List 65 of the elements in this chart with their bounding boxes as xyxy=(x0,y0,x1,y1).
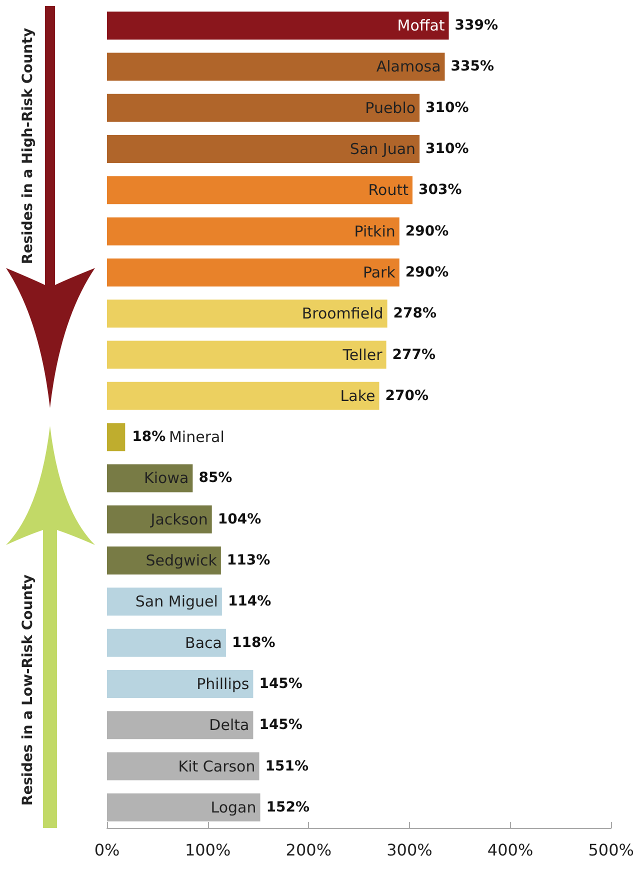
y-tick-label: Park xyxy=(362,263,396,282)
data-label: 277% xyxy=(392,346,436,363)
y-tick-label: Teller xyxy=(342,346,384,364)
y-tick-label: Broomfield xyxy=(302,304,384,323)
bar xyxy=(107,340,386,369)
bar xyxy=(107,135,420,164)
y-tick-label: Baca xyxy=(185,634,222,652)
bar xyxy=(107,300,388,328)
data-label: 113% xyxy=(226,552,270,569)
x-tick-label: 100% xyxy=(184,840,231,860)
bar xyxy=(107,52,445,81)
y-tick-label: Kiowa xyxy=(144,469,189,488)
bar xyxy=(107,711,254,740)
y-tick-label: San Juan xyxy=(350,140,416,158)
y-tick-label: Moffat xyxy=(397,16,445,35)
data-label: 278% xyxy=(393,306,437,322)
bar xyxy=(107,628,226,657)
data-label: 303% xyxy=(418,182,462,198)
data-label: 339% xyxy=(454,18,498,34)
data-label: 151% xyxy=(265,758,309,774)
bar xyxy=(107,12,449,40)
data-label: 104% xyxy=(218,511,262,528)
data-label: 18% xyxy=(132,429,166,446)
bar xyxy=(107,176,412,204)
bar xyxy=(107,505,212,534)
x-tick-label: 300% xyxy=(386,840,432,860)
y-tick-label: Pueblo xyxy=(365,98,416,117)
data-label: 145% xyxy=(259,676,302,692)
data-label: 270% xyxy=(385,388,428,404)
x-tick-label: 200% xyxy=(286,840,332,860)
bar xyxy=(107,94,420,122)
y-tick-label: Sedgwick xyxy=(146,552,218,570)
data-label: 290% xyxy=(405,223,449,240)
bar xyxy=(107,217,400,246)
y-tick-label: Phillips xyxy=(196,674,250,693)
y-tick-label: Routt xyxy=(368,181,409,200)
data-label: 145% xyxy=(259,717,302,734)
data-label: 118% xyxy=(232,634,276,651)
y-tick-label: Logan xyxy=(210,798,256,816)
data-label: 114% xyxy=(228,594,272,610)
bar xyxy=(107,258,400,286)
text: Resides in a Low-Risk County xyxy=(20,574,36,806)
bar xyxy=(107,423,126,452)
y-tick-label: Delta xyxy=(209,716,250,734)
data-label: 310% xyxy=(426,100,469,116)
bar xyxy=(107,382,380,410)
text: Resides in a High-Risk County xyxy=(20,28,36,264)
x-tick-label: 500% xyxy=(588,840,634,860)
data-label: 310% xyxy=(426,141,469,158)
y-tick-label: Mineral xyxy=(168,428,224,446)
data-label: 152% xyxy=(266,799,310,816)
data-label: 290% xyxy=(405,264,449,280)
data-label: 85% xyxy=(198,470,232,486)
y-tick-label: San Miguel xyxy=(135,592,218,611)
y-tick-label: Lake xyxy=(340,386,376,405)
y-tick-label: Pitkin xyxy=(354,222,396,240)
x-tick-label: 0% xyxy=(94,840,120,860)
bar xyxy=(107,752,260,780)
y-tick-label: Jackson xyxy=(150,510,208,528)
data-label: 335% xyxy=(450,58,494,75)
x-tick-label: 400% xyxy=(487,840,534,860)
bar xyxy=(107,670,254,698)
y-tick-label: Alamosa xyxy=(376,58,441,76)
bar xyxy=(107,464,193,492)
y-tick-label: Kit Carson xyxy=(178,757,256,776)
